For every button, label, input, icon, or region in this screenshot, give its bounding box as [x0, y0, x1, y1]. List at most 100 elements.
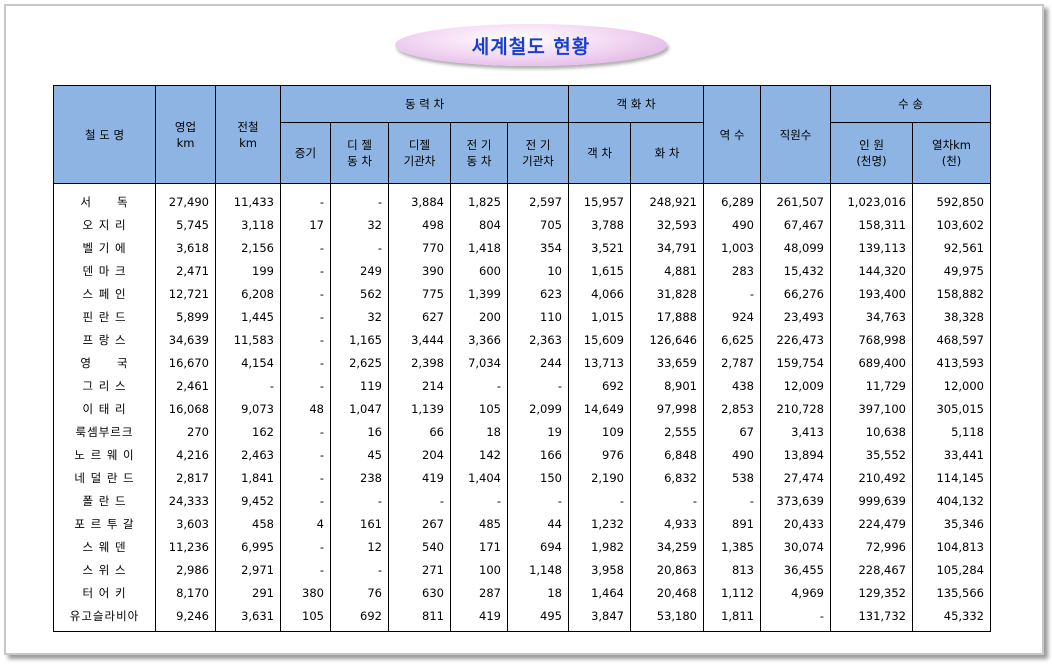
value-cell: 114,145 [912, 466, 991, 489]
value-cell: 538 [703, 466, 761, 489]
value-cell: - [280, 420, 331, 443]
header-cell: 인 원 (천명) [830, 122, 913, 184]
value-cell: - [280, 374, 331, 397]
table-row: 노 르 웨 이 4,216 2,463-45 204 142 166 976 6,848 490… [53, 443, 991, 466]
value-cell: 27,474 [760, 466, 831, 489]
value-cell: 166 [507, 443, 569, 466]
value-cell: 540 [388, 535, 451, 558]
value-cell: 5,118 [912, 420, 991, 443]
value-cell: 4,969 [760, 581, 831, 604]
value-cell: 36,455 [760, 558, 831, 581]
value-cell: 6,625 [703, 328, 761, 351]
value-cell: 17,888 [630, 305, 704, 328]
value-cell: 66 [388, 420, 451, 443]
value-cell: 2,853 [703, 397, 761, 420]
value-cell: 12,721 [155, 282, 216, 305]
value-cell: 562 [330, 282, 389, 305]
value-cell: 92,561 [912, 236, 991, 259]
value-cell: - [280, 489, 331, 512]
table-row: 프 랑 스 34,639 11,583-1,165 3,444 3,366 2,363 15… [53, 328, 991, 351]
table-row: 네 덜 란 드 2,817 1,841-238 419 1,404 150 2,190 6,8… [53, 466, 991, 489]
table-row: 이 태 리 16,068 9,073 48 1,047 1,139 105 2,099 14,6… [53, 397, 991, 420]
value-cell: 1,615 [568, 259, 631, 282]
value-cell: - [280, 183, 331, 213]
value-cell: 813 [703, 558, 761, 581]
value-cell: 12,009 [760, 374, 831, 397]
rail-table: 철 도 명 영업 km 전철 km 동 력 차 객 화 차 역 수 직원수 수 … [53, 85, 991, 632]
value-cell: 3,958 [568, 558, 631, 581]
value-cell: 11,433 [215, 183, 281, 213]
value-cell: 14,649 [568, 397, 631, 420]
value-cell: 2,398 [388, 351, 451, 374]
value-cell: - [330, 558, 389, 581]
value-cell: 623 [507, 282, 569, 305]
value-cell: 689,400 [830, 351, 913, 374]
header-cell: 화 차 [630, 122, 704, 184]
value-cell: 44 [507, 512, 569, 535]
value-cell: 1,015 [568, 305, 631, 328]
value-cell: 2,461 [155, 374, 216, 397]
value-cell: 2,817 [155, 466, 216, 489]
value-cell: 18 [507, 581, 569, 604]
value-cell: 397,100 [830, 397, 913, 420]
value-cell: 34,763 [830, 305, 913, 328]
value-cell: 131,732 [830, 604, 913, 632]
value-cell: 45 [330, 443, 389, 466]
value-cell: 13,894 [760, 443, 831, 466]
value-cell: 891 [703, 512, 761, 535]
value-cell: 248,921 [630, 183, 704, 213]
value-cell: 283 [703, 259, 761, 282]
country-cell: 스 페 인 [53, 282, 156, 305]
country-cell: 스 웨 덴 [53, 535, 156, 558]
country-cell: 핀 란 드 [53, 305, 156, 328]
value-cell: 270 [155, 420, 216, 443]
value-cell: - [703, 489, 761, 512]
value-cell: 19 [507, 420, 569, 443]
country-cell: 룩셈부르크 [53, 420, 156, 443]
value-cell: - [330, 183, 389, 213]
value-cell: 3,603 [155, 512, 216, 535]
value-cell: 380 [280, 581, 331, 604]
value-cell: 775 [388, 282, 451, 305]
value-cell: 8,170 [155, 581, 216, 604]
value-cell: 768,998 [830, 328, 913, 351]
value-cell: 2,971 [215, 558, 281, 581]
value-cell: 105,284 [912, 558, 991, 581]
value-cell: 1,841 [215, 466, 281, 489]
country-cell: 노 르 웨 이 [53, 443, 156, 466]
value-cell: - [280, 466, 331, 489]
value-cell: 150 [507, 466, 569, 489]
value-cell: 404,132 [912, 489, 991, 512]
header-cell: 수 송 [830, 85, 991, 123]
value-cell: - [450, 374, 508, 397]
country-cell: 스 위 스 [53, 558, 156, 581]
value-cell: 811 [388, 604, 451, 632]
value-cell: 305,015 [912, 397, 991, 420]
value-cell: 1,404 [450, 466, 508, 489]
header-cell: 전 기 동 차 [450, 122, 508, 184]
value-cell: 490 [703, 213, 761, 236]
value-cell: 9,246 [155, 604, 216, 632]
value-cell: 390 [388, 259, 451, 282]
value-cell: 3,631 [215, 604, 281, 632]
value-cell: 193,400 [830, 282, 913, 305]
value-cell: 15,432 [760, 259, 831, 282]
value-cell: 3,884 [388, 183, 451, 213]
value-cell: - [568, 489, 631, 512]
value-cell: - [330, 236, 389, 259]
value-cell: - [280, 282, 331, 305]
value-cell: 2,471 [155, 259, 216, 282]
value-cell: 224,479 [830, 512, 913, 535]
value-cell: 4,881 [630, 259, 704, 282]
value-cell: 2,597 [507, 183, 569, 213]
value-cell: 13,713 [568, 351, 631, 374]
table-row: 스 웨 덴 11,236 6,995-12 540 171 694 1,982 34,259 1… [53, 535, 991, 558]
value-cell: 45,332 [912, 604, 991, 632]
header-cell: 디 젤 동 차 [330, 122, 389, 184]
value-cell: 2,986 [155, 558, 216, 581]
value-cell: 1,139 [388, 397, 451, 420]
value-cell: 3,413 [760, 420, 831, 443]
value-cell: - [507, 489, 569, 512]
value-cell: 692 [330, 604, 389, 632]
value-cell: 6,832 [630, 466, 704, 489]
